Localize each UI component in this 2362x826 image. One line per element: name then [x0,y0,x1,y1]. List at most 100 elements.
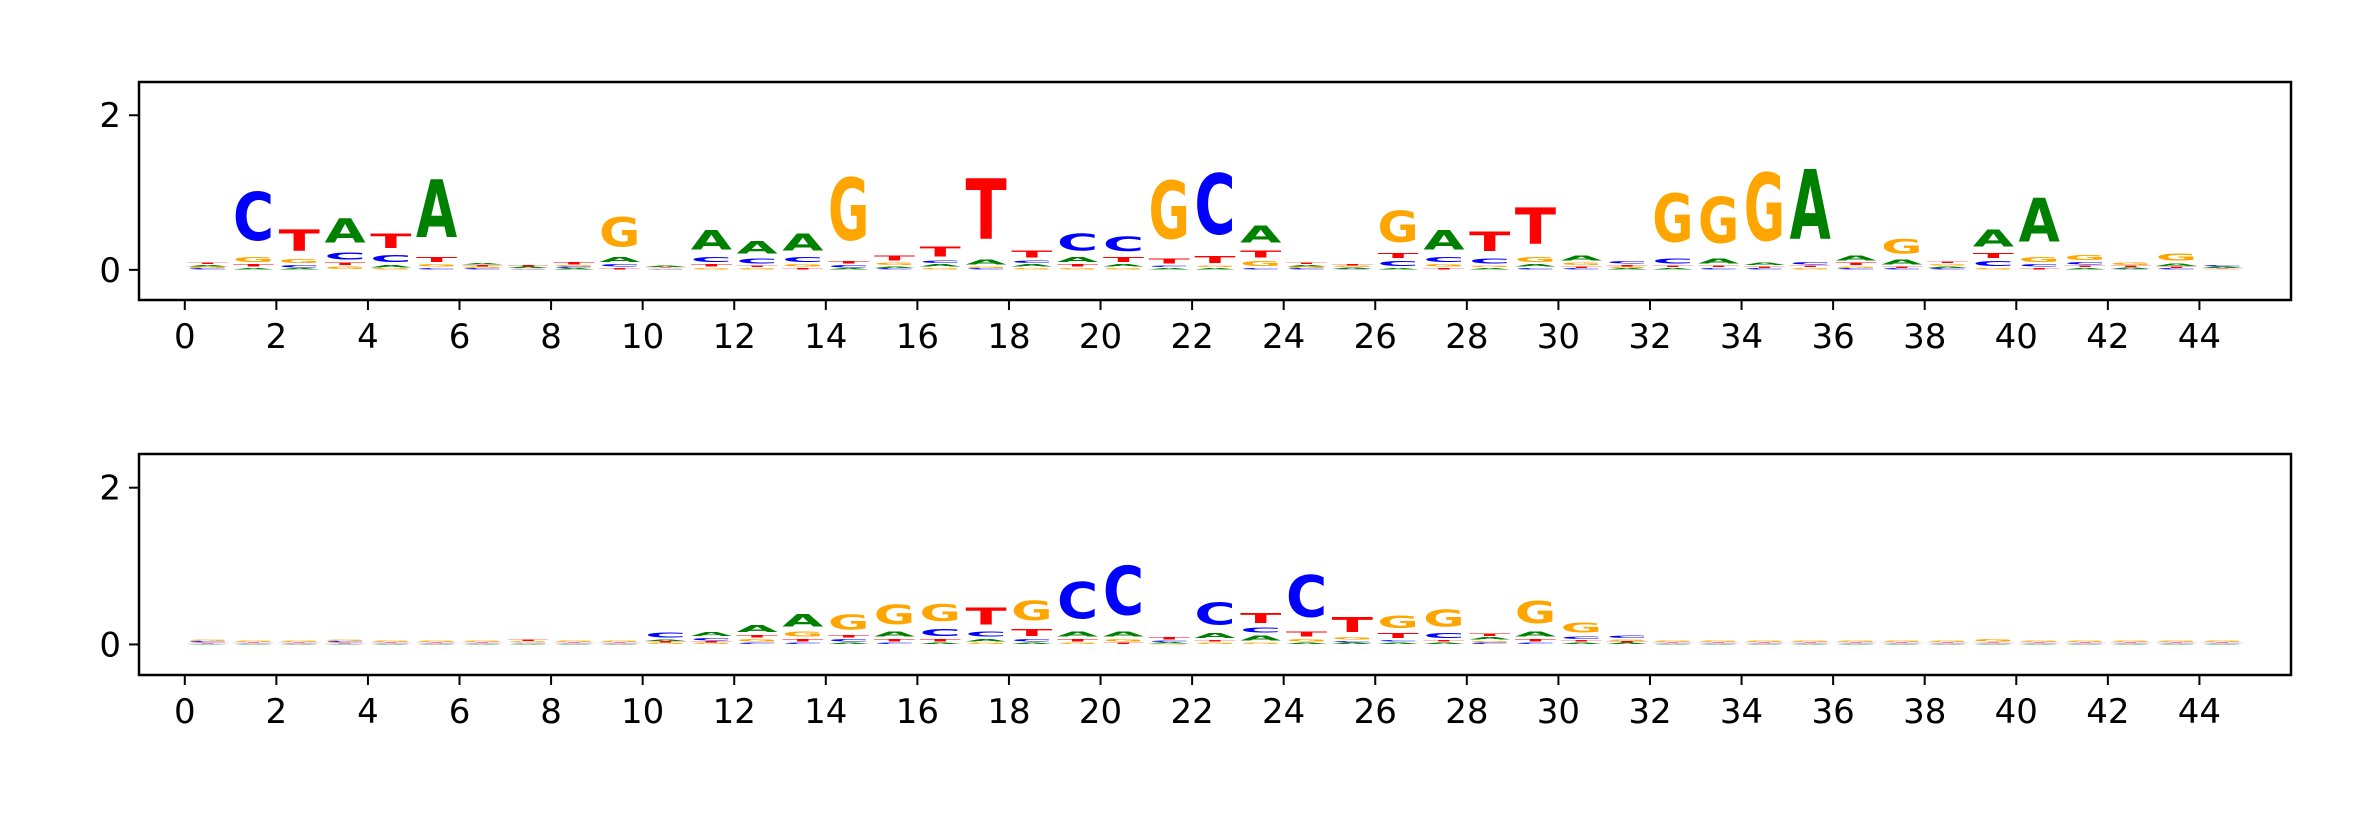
logo-letter: G [1515,595,1556,630]
logo-letter: A [1332,643,1373,645]
logo-letter: T [1652,642,1693,643]
logo-letter: T [2064,265,2105,267]
logo-letter: T [1927,642,1968,643]
logo-letter: G [920,268,961,270]
logo-letter: T [691,264,732,268]
logo-letter: T [599,268,640,270]
logo-letter: A [324,644,365,645]
logo-letter: G [737,268,778,270]
logo-letter: C [416,268,457,270]
logo-letter: A [828,268,869,270]
logo-letter: A [1973,225,2015,252]
x-tick-label: 2 [266,692,288,732]
logo-letter: G [828,161,869,261]
logo-letter: G [508,268,549,269]
logo-letter: A [416,163,457,256]
logo-letter: C [1561,268,1602,270]
logo-letter: G [1652,181,1693,258]
logo-letter: A [1744,262,1785,266]
logo-letter: G [737,638,778,642]
logo-letter: G [874,600,915,631]
logo-letter: T [233,264,274,268]
x-tick-label: 0 [174,692,196,732]
logo-letter: A [1790,644,1831,645]
logo-letter: G [1423,264,1464,268]
logo-letter: G [2202,269,2243,270]
logo-letter: T [2110,266,2151,268]
logo-letter: T [1881,642,1922,643]
logo-letter: C [1103,233,1144,256]
logo-letter: A [691,225,733,256]
logo-letter: T [1286,630,1328,638]
y-tick-label: 0 [99,251,121,291]
logo-letter: A [874,630,916,638]
x-tick-label: 40 [1995,317,2038,357]
x-tick-label: 36 [1811,692,1854,732]
logo-letter: A [1103,264,1144,268]
x-tick-label: 16 [896,692,939,732]
logo-letter: A [1149,642,1190,644]
logo-letter: C [737,258,778,266]
logo-letter: A [1240,634,1282,642]
x-tick-label: 4 [357,692,379,732]
x-tick-label: 14 [804,692,847,732]
logo-letter: G [645,643,686,645]
logo-letter: A [1469,268,1510,270]
logo-letter: C [187,641,228,643]
logo-letter: A [2202,267,2243,269]
logo-letter: T [508,640,549,642]
logo-letter: A [1698,258,1740,266]
logo-letter: A [1286,264,1327,266]
logo-letter: A [1240,221,1282,248]
logo-letter: C [1790,643,1831,644]
logo-letter: A [324,213,366,251]
logo-letter: G [1286,638,1327,642]
logo-letter: T [279,224,321,258]
logo-letter: T [1286,262,1327,264]
logo-letter: A [2156,644,2197,645]
logo-letter: G [645,268,686,269]
logo-letter: T [965,163,1006,259]
logo-letter: A [2019,644,2060,645]
logo-letter: A [1652,644,1693,645]
logo-letter: A [279,644,320,645]
x-tick-label: 28 [1445,317,1488,357]
x-tick-label: 32 [1628,317,1671,357]
logo-letter: A [1790,151,1831,262]
logo-letter: G [1561,262,1602,266]
logo-letter: C [416,643,457,644]
logo-letter: G [1835,266,1876,268]
logo-letter: G [599,641,640,643]
logo-letter: A [965,258,1007,266]
panel: ATCGACTGACTGATCGACTGACTGACTGACGTACTGACTG… [99,452,2293,732]
logo-letter: G [1057,642,1098,644]
logo-letter: T [1698,642,1739,643]
logo-letter: A [1835,254,1877,262]
logo-letter: A [645,266,686,268]
logo-letter: T [370,230,412,253]
x-tick-label: 44 [2178,317,2221,357]
logo-letter: A [2156,263,2197,267]
logo-letter: C [1698,268,1739,270]
x-tick-label: 28 [1445,692,1488,732]
logo-letter: G [1057,268,1098,270]
x-tick-label: 6 [449,692,471,732]
logo-letter: C [1973,643,2014,644]
logo-letter: C [2110,643,2151,644]
logo-letter: T [920,638,961,642]
logo-letter: T [416,256,458,264]
logo-letter: T [462,642,503,643]
logo-letter: G [187,267,228,269]
logo-letter: A [1149,268,1190,270]
logo-letter: T [828,261,869,265]
x-tick-label: 26 [1354,317,1397,357]
logo-letter: G [1332,637,1373,641]
logo-letter: G [1103,638,1144,642]
x-tick-label: 30 [1537,692,1580,732]
logo-letter: G [874,262,915,266]
x-tick-label: 38 [1903,317,1946,357]
logo-letter: C [1698,643,1739,644]
logo-letter: T [737,634,778,638]
x-tick-label: 6 [449,317,471,357]
logo-letter: G [1835,641,1876,643]
